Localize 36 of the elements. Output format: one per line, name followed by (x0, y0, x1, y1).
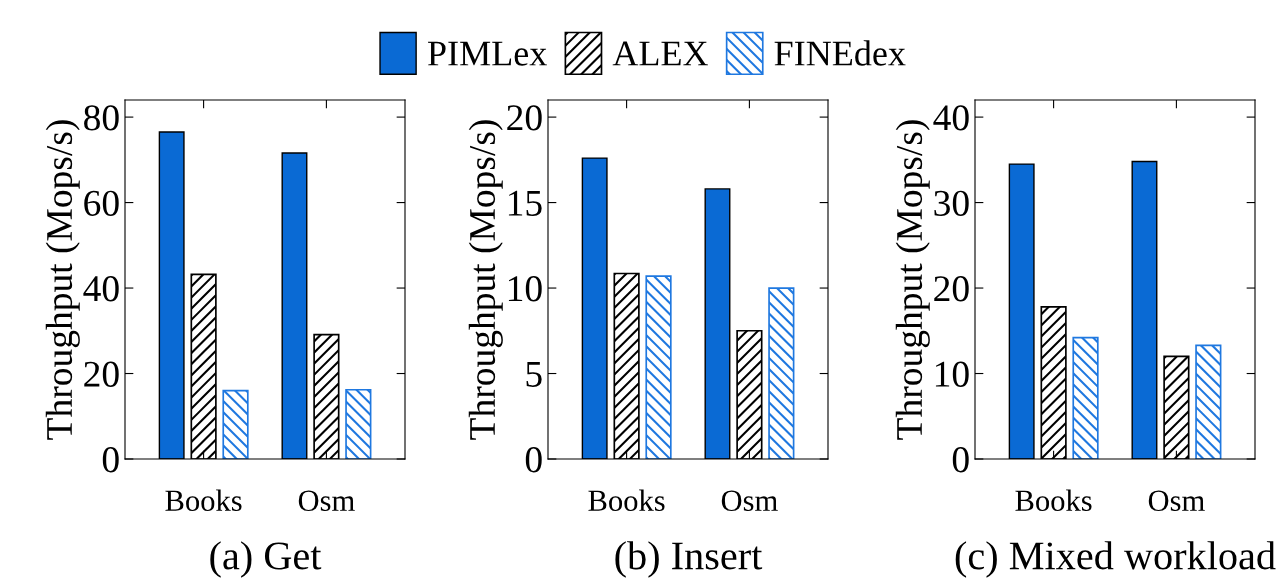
x-tick-label: Books (1015, 489, 1092, 512)
y-tick-label: 10 (508, 276, 542, 302)
y-tick-label: 10 (935, 361, 969, 387)
text: (a) Get (210, 541, 322, 578)
x-tick-label: Books (588, 489, 665, 512)
text: (b) Insert (615, 541, 763, 578)
x-tick-label: Osm (721, 490, 778, 512)
y-tick-label: 5 (526, 361, 542, 387)
legend-label: FINEdex (774, 40, 906, 66)
y-tick-label: 40 (83, 276, 119, 302)
bar (222, 389, 249, 459)
y-axis-title: Throughput (Mops/s) (468, 120, 503, 440)
bar (768, 287, 795, 459)
bar (345, 388, 372, 459)
y-tick-label: 15 (508, 190, 542, 216)
legend-label: PIMLex (428, 41, 547, 66)
y-tick-label: 60 (84, 190, 119, 216)
bar (645, 275, 672, 459)
x-tick-label: Osm (1148, 490, 1205, 512)
y-axis-title: Throughput (Mops/s) (45, 120, 80, 440)
text: (c) Mixed workload (955, 541, 1276, 578)
x-tick-label: Books (165, 489, 242, 512)
y-tick-label: 0 (952, 447, 969, 473)
bar (1195, 344, 1222, 459)
x-tick-label: Osm (298, 490, 355, 512)
y-tick-label: 0 (102, 447, 119, 473)
y-tick-label: 80 (84, 105, 119, 131)
y-tick-label: 30 (934, 190, 969, 216)
y-tick-label: 40 (933, 105, 969, 131)
y-tick-label: 20 (84, 361, 119, 387)
y-tick-label: 20 (507, 105, 542, 131)
y-tick-label: 0 (525, 447, 542, 473)
y-axis-title: Throughput (Mops/s) (895, 120, 930, 440)
legend-label: ALEX (612, 41, 708, 66)
bar (1072, 336, 1099, 459)
y-tick-label: 20 (934, 276, 969, 302)
